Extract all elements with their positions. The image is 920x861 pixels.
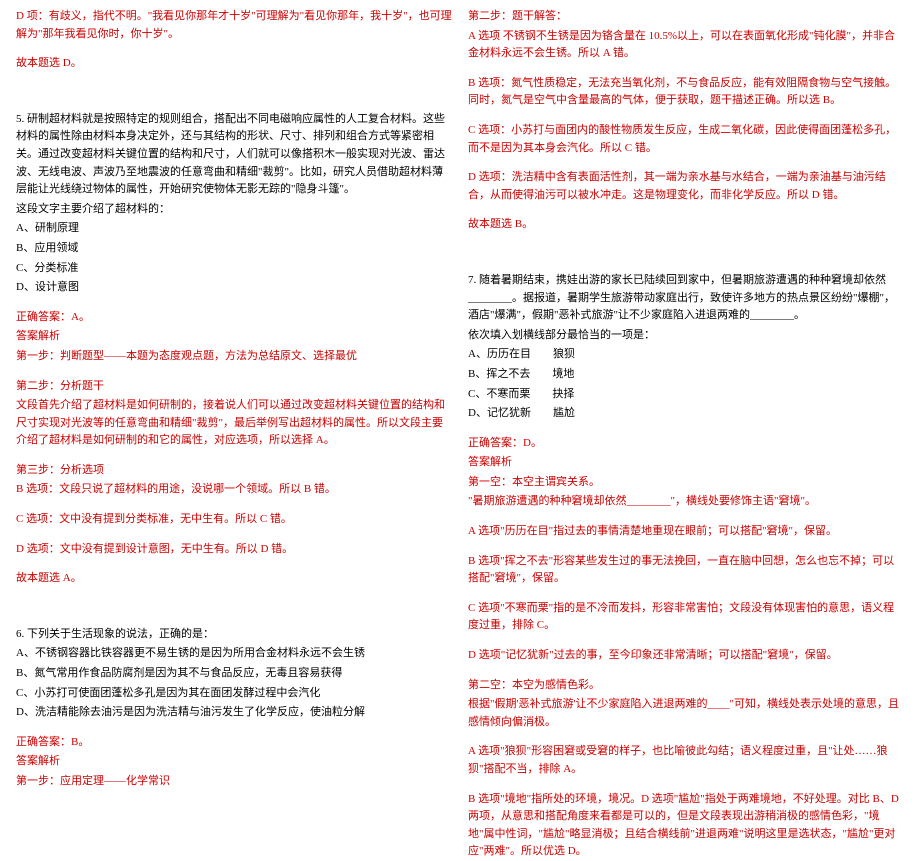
- q7-opt-b: B、挥之不去 境地: [468, 366, 904, 384]
- r-end: 故本题选 B。: [468, 216, 904, 234]
- q7-answer: 正确答案：D。: [468, 435, 904, 453]
- q6-opt-d: D、洗洁精能除去油污是因为洗洁精与油污发生了化学反应，使油粒分解: [16, 704, 452, 722]
- q6-opt-b: B、氮气常用作食品防腐剂是因为其不与食品反应，无毒且容易获得: [16, 665, 452, 683]
- q7-s1-a: A 选项"历历在目"指过去的事情清楚地重现在眼前；可以搭配"窘境"，保留。: [468, 523, 904, 541]
- q5-step3-b: B 选项：文段只说了超材料的用途，没说哪一个领域。所以 B 错。: [16, 481, 452, 499]
- q7-s2-1: 根据"假期'恶补式旅游'让不少家庭陷入进退两难的____"可知，横线处表示处境的…: [468, 696, 904, 731]
- q5-text: 5. 研制超材料就是按照特定的规则组合，搭配出不同电磁响应属性的人工复合材料。这…: [16, 111, 452, 199]
- q7-s1-b: B 选项"挥之不去"形容某些发生过的事无法挽回，一直在脑中回想，怎么也忘不掉；可…: [468, 553, 904, 588]
- q5-question: 这段文字主要介绍了超材料的：: [16, 201, 452, 219]
- q7-s1-d: D 选项"记忆犹新"过去的事，至今印象还非常清晰；可以搭配"窘境"，保留。: [468, 647, 904, 665]
- q6-opt-c: C、小苏打可使面团蓬松多孔是因为其在面团发酵过程中会汽化: [16, 685, 452, 703]
- q5-opt-c: C、分类标准: [16, 260, 452, 278]
- conclusion-d: 故本题选 D。: [16, 55, 452, 73]
- q6-step1: 第一步：应用定理——化学常识: [16, 773, 452, 791]
- r-opt-b: B 选项：氮气性质稳定，无法充当氧化剂，不与食品反应，能有效阻隔食物与空气接触。…: [468, 75, 904, 110]
- q7-s2t: 第二空：本空为感情色彩。: [468, 677, 904, 695]
- q7-opt-d: D、记忆犹新 尴尬: [468, 405, 904, 423]
- q7-s2-b: B 选项"境地"指所处的环境，境况。D 选项"尴尬"指处于两难境地，不好处理。对…: [468, 791, 904, 861]
- q7-hdr: 答案解析: [468, 454, 904, 472]
- q6-hdr: 答案解析: [16, 753, 452, 771]
- q7-s1-1: "暑期旅游遭遇的种种窘境却依然________"，横线处要修饰主语"窘境"。: [468, 493, 904, 511]
- q7-s1t: 第一空：本空主谓宾关系。: [468, 474, 904, 492]
- q5-answer: 正确答案：A。: [16, 309, 452, 327]
- q5-end: 故本题选 A。: [16, 570, 452, 588]
- q5-opt-a: A、研制原理: [16, 220, 452, 238]
- q7-opt-a: A、历历在目 狼狈: [468, 346, 904, 364]
- q7-s2-a: A 选项"狼狈"形容困窘或受窘的样子，也比喻彼此勾结；语义程度过重，且"让处………: [468, 743, 904, 778]
- q5-step2-title: 第二步：分析题干: [16, 378, 452, 396]
- q6-opt-a: A、不锈钢容器比铁容器更不易生锈的是因为所用合金材料永远不会生锈: [16, 645, 452, 663]
- r-opt-d: D 选项：洗洁精中含有表面活性剂，其一端为亲水基与水结合，一端为亲油基与油污结合…: [468, 169, 904, 204]
- r-opt-c: C 选项：小苏打与面团内的酸性物质发生反应，生成二氧化碳，因此使得面团蓬松多孔，…: [468, 122, 904, 157]
- q5-step3-title: 第三步：分析选项: [16, 462, 452, 480]
- q7-text2: 依次填入划横线部分最恰当的一项是：: [468, 327, 904, 345]
- q5-hdr: 答案解析: [16, 328, 452, 346]
- d-option-note: D 项：有歧义，指代不明。"我看见你那年才十岁"可理解为"看见你那年，我十岁"，…: [16, 8, 452, 43]
- q7-s1-c: C 选项"不寒而栗"指的是不冷而发抖，形容非常害怕；文段没有体现害怕的意思，语义…: [468, 600, 904, 635]
- q5-opt-b: B、应用领域: [16, 240, 452, 258]
- r-opt-a: A 选项 不锈钢不生锈是因为铬含量在 10.5%以上，可以在表面氧化形成"钝化膜…: [468, 28, 904, 63]
- q7-text1: 7. 随着暑期结束，携娃出游的家长已陆续回到家中，但暑期旅游遭遇的种种窘境却依然…: [468, 272, 904, 325]
- q5-step3-c: C 选项：文中没有提到分类标准，无中生有。所以 C 错。: [16, 511, 452, 529]
- q5-step1: 第一步：判断题型——本题为态度观点题，方法为总结原文、选择最优: [16, 348, 452, 366]
- q6-answer: 正确答案：B。: [16, 734, 452, 752]
- q6-text: 6. 下列关于生活现象的说法，正确的是：: [16, 626, 452, 644]
- q5-step3-d: D 选项：文中没有提到设计意图，无中生有。所以 D 错。: [16, 541, 452, 559]
- q5-opt-d: D、设计意图: [16, 279, 452, 297]
- q5-step2-text: 文段首先介绍了超材料是如何研制的，接着说人们可以通过改变超材料关键位置的结构和尺…: [16, 397, 452, 450]
- r-step2: 第二步：题干解答：: [468, 8, 904, 26]
- q7-opt-c: C、不寒而栗 抉择: [468, 386, 904, 404]
